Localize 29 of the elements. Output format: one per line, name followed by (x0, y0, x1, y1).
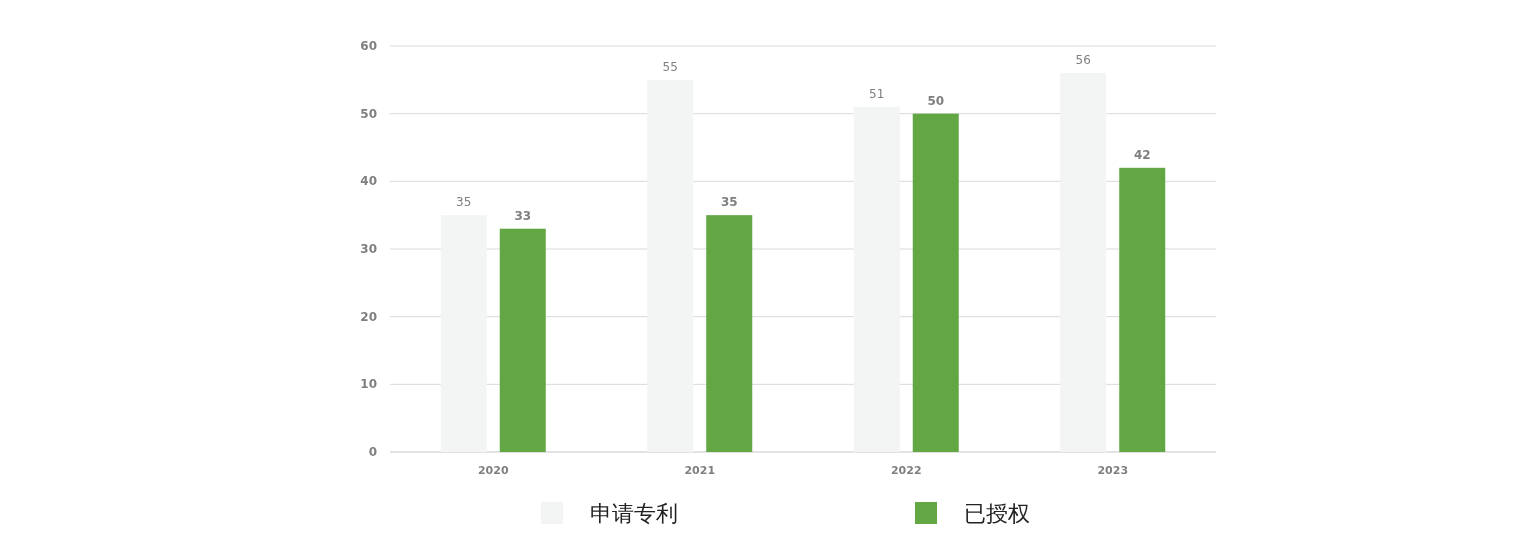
data-label: 33 (514, 208, 532, 223)
y-tick-label: 20 (360, 309, 377, 324)
bar (1060, 73, 1107, 452)
bar (706, 215, 753, 452)
x-tick-label: 2020 (477, 464, 509, 477)
y-tick-label: 50 (360, 106, 377, 121)
data-label: 35 (720, 195, 738, 210)
legend-label: 申请专利 (590, 501, 678, 526)
y-tick-label: 60 (360, 39, 377, 53)
y-tick-label: 10 (360, 377, 377, 392)
legend-label: 已授权 (964, 501, 1030, 526)
data-label: 35 (456, 195, 472, 210)
bar (647, 79, 694, 452)
y-tick-label: 40 (360, 174, 377, 189)
bar (1119, 167, 1166, 452)
y-tick-label: 0 (368, 445, 377, 459)
bar (912, 113, 959, 452)
data-label: 51 (869, 86, 885, 101)
x-tick-label: 2021 (684, 464, 716, 477)
x-tick-label: 2023 (1097, 464, 1129, 477)
bar (853, 106, 900, 452)
data-label: 56 (1075, 53, 1091, 68)
bar (440, 215, 487, 452)
y-tick-label: 30 (360, 242, 377, 256)
x-tick-label: 2022 (890, 464, 922, 477)
data-label: 42 (1133, 147, 1151, 162)
data-label: 50 (927, 93, 945, 108)
bar (499, 228, 546, 452)
data-label: 55 (662, 59, 678, 74)
